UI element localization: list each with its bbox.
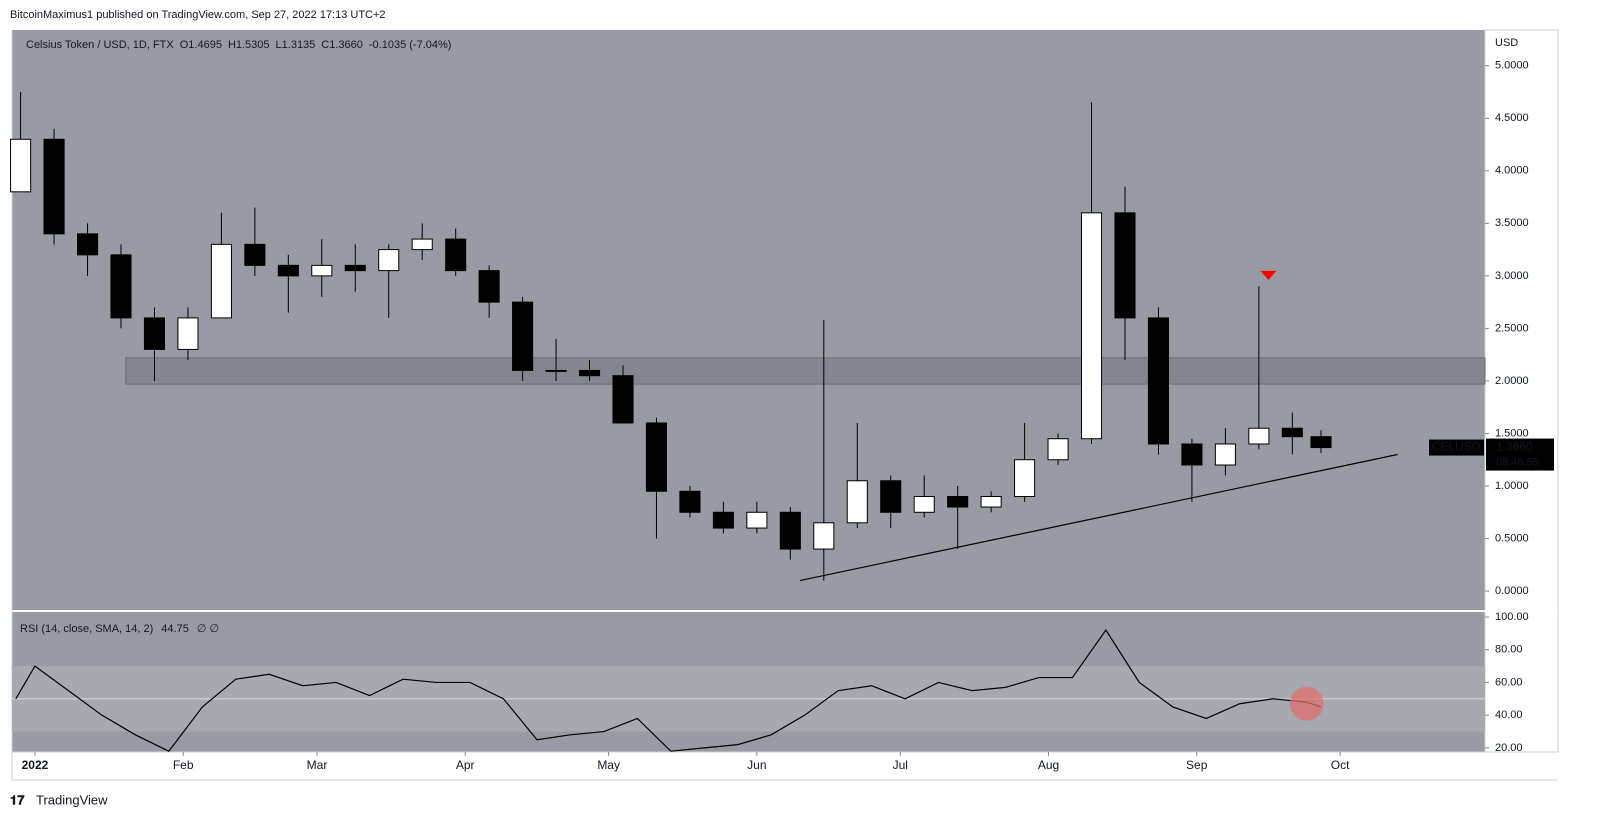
candle-body [1080,212,1103,440]
legend-item: L1.3135 [276,39,316,51]
candle-body [980,496,1002,508]
legend-item: H1.5305 [228,39,270,51]
rsi-highlight [1289,686,1324,721]
x-tick-label: Apr [456,758,475,772]
legend-item: C1.3660 [321,39,363,51]
legend-item: -0.1035 (-7.04%) [369,39,452,51]
candle-body [545,369,567,372]
rsi-y-tick-label: 60.00 [1495,676,1523,688]
rsi-flags: ∅ ∅ [197,623,219,635]
rsi-y-tick-label: 100.00 [1495,611,1529,623]
logo-mark: 𝟏𝟕 [10,792,25,807]
last-label-countdown: 08:46:55 [1496,456,1539,468]
rsi-last: 44.75 [161,623,189,635]
x-tick-label: May [597,758,620,772]
rsi-legend: RSI (14, close, SMA, 14, 2) 44.75 ∅ ∅ [20,623,219,635]
y-tick-label: 1.0000 [1495,480,1529,492]
y-tick-label: 4.5000 [1495,112,1529,124]
axis-unit: USD [1495,37,1518,49]
candle-body [1248,427,1270,445]
y-tick-label: 5.0000 [1495,60,1529,72]
candle-body [1047,438,1069,461]
candle-body [1214,443,1236,466]
y-tick-label: 2.0000 [1495,375,1529,387]
candle-body [1147,317,1170,445]
x-tick-label: Jun [747,758,766,772]
candle-body [110,254,132,319]
candle-body [1181,443,1203,466]
candle-body [813,522,835,550]
rsi-y-tick-label: 20.00 [1495,742,1523,754]
candle-body [143,317,166,350]
y-tick-label: 4.0000 [1495,165,1529,177]
y-tick-label: 1.5000 [1495,427,1529,439]
x-tick-label: Jul [893,758,908,772]
candle-body [645,422,668,492]
candle-body [210,243,232,319]
x-tick-label: Mar [307,758,328,772]
candle-body [679,490,701,513]
x-tick-label: Oct [1331,758,1350,772]
marker [1260,270,1277,280]
resistance-zone [125,357,1486,385]
candle-body [344,264,366,272]
y-tick-label: 3.5000 [1495,217,1529,229]
trendline [799,453,1398,582]
candle-body [1310,436,1332,449]
rsi-y-tick-label: 40.00 [1495,709,1523,721]
candle-body [1281,427,1303,438]
y-tick-label: 2.5000 [1495,322,1529,334]
legend: Celsius Token / USD, 1D, FTX O1.4695 H1.53… [26,39,451,51]
candle-body [277,264,299,277]
candle-body [712,511,734,529]
candle-body [512,301,534,371]
legend-symbol: Celsius Token / USD, 1D, FTX [26,39,174,51]
last-label-symbol: CELUSD [1432,440,1481,454]
candle-body [378,249,400,272]
candle-body [578,369,601,377]
candle-body [311,264,333,277]
header: BitcoinMaximus1 published on TradingView… [10,9,386,21]
candle-body [76,233,99,256]
x-tick-label: Aug [1038,758,1059,772]
candle-body [779,511,801,550]
footer: TradingView [36,792,108,807]
rsi-y-tick-label: 80.00 [1495,644,1523,656]
candle-body [880,480,902,513]
candle-body [1014,459,1036,498]
candle-body [947,496,969,508]
price-axis [1484,29,1559,753]
last-label-bg [1486,438,1554,471]
x-tick-label: Feb [173,758,194,772]
y-tick-label: 3.0000 [1495,270,1529,282]
candle-body [43,138,65,235]
y-tick-label: 0.0000 [1495,585,1529,597]
candle-body [846,480,868,524]
rsi-line [15,629,1322,752]
x-tick-label: 2022 [22,758,49,772]
legend-item: O1.4695 [180,39,222,51]
candle-body [746,511,768,529]
x-tick-label: Sep [1186,758,1208,772]
candle-body [10,138,32,193]
candle-body [612,375,634,424]
candle-body [913,496,935,513]
candle-body [478,270,500,303]
candle-body [244,243,266,266]
y-tick-label: 0.5000 [1495,532,1529,544]
last-label-price: 1.3660 [1496,440,1533,454]
candle-body [1114,212,1136,319]
candle-body [445,238,467,272]
candle-body [177,317,199,350]
candle-body [411,238,433,251]
rsi-title: RSI (14, close, SMA, 14, 2) [20,623,153,635]
last-label-symbol-bg [1429,439,1484,456]
